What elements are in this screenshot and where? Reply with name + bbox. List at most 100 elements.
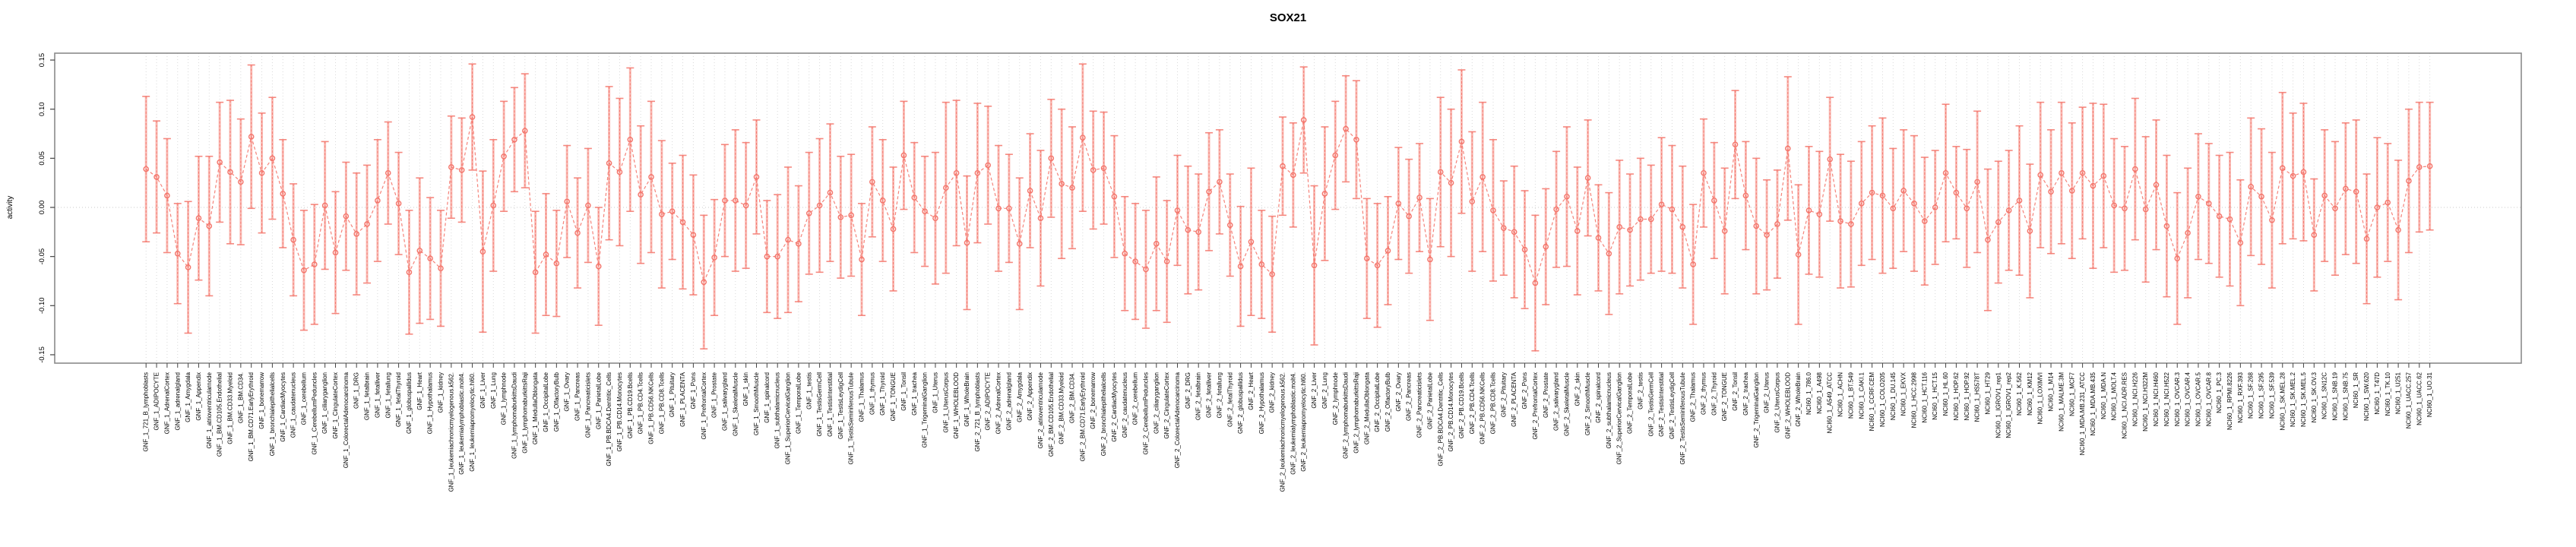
data-point bbox=[1385, 248, 1391, 254]
x-tick-label: GNF_2_salivarygland bbox=[1553, 372, 1560, 431]
data-point bbox=[553, 260, 560, 267]
data-point bbox=[616, 169, 623, 175]
x-tick-label: GNF_2_atrioventricularnode bbox=[1037, 372, 1044, 448]
x-tick-label: GNF_2_CingulateCortex bbox=[1163, 372, 1170, 439]
x-tick-label: GNF_1_Amygdala bbox=[185, 372, 191, 422]
data-point bbox=[1827, 156, 1833, 163]
x-tick-label: GNF_2_Pancreas bbox=[1406, 372, 1413, 421]
x-tick-label: GNF_1_bronchialepithelialcells bbox=[269, 372, 276, 456]
x-tick-label: GNF_1_TestisGermCell bbox=[816, 372, 823, 437]
x-tick-label: NCI60_1_NCI.H226 bbox=[2131, 372, 2138, 426]
data-point bbox=[922, 208, 928, 214]
data-point bbox=[669, 208, 676, 214]
data-point bbox=[1679, 224, 1686, 230]
x-tick-label: NCI60_1_OVCAR.4 bbox=[2185, 372, 2191, 426]
data-point bbox=[1732, 141, 1739, 148]
x-tick-label: GNF_1_PB.CD14.Monocytes bbox=[616, 372, 623, 452]
x-tick-label: GNF_1_Ovary bbox=[564, 372, 571, 412]
x-tick-label: GNF_2_lymphomaburkittsDaudi bbox=[1343, 372, 1350, 459]
data-point bbox=[2163, 223, 2170, 229]
data-point bbox=[679, 219, 686, 226]
x-tick-label: NCI60_1_MDA.N bbox=[2100, 372, 2107, 419]
data-point bbox=[364, 221, 370, 227]
x-tick-label: GNF_2_PB.CD19.Bcells bbox=[1458, 372, 1465, 438]
data-point bbox=[375, 198, 381, 204]
data-point bbox=[1280, 163, 1286, 169]
data-point bbox=[879, 198, 886, 204]
x-tick-label: GNF_1_subthalamicnucleus bbox=[774, 372, 781, 449]
x-tick-label: GNF_2_fetallung bbox=[1216, 372, 1223, 418]
data-point bbox=[1416, 194, 1422, 201]
x-tick-label: GNF_1_Heart bbox=[416, 372, 423, 410]
data-point bbox=[1584, 175, 1591, 182]
x-tick-label: NCI60_1_HS578T bbox=[1974, 372, 1981, 422]
data-point bbox=[1248, 239, 1255, 245]
x-tick-label: GNF_2_PLACENTA bbox=[1511, 372, 1517, 427]
x-tick-label: GNF_1_thymus bbox=[869, 372, 875, 415]
data-point bbox=[2416, 164, 2423, 170]
data-point bbox=[1006, 205, 1012, 212]
y-tick-label: -0.05 bbox=[38, 248, 46, 265]
x-tick-label: NCI60_1_RXF.393 bbox=[2237, 372, 2244, 422]
x-tick-label: GNF_1_ciliaryganglion bbox=[321, 372, 328, 434]
data-point bbox=[1332, 152, 1339, 159]
data-point bbox=[1037, 215, 1044, 222]
x-tick-label: GNF_1_lymphomaburkittsRaji bbox=[521, 372, 528, 454]
data-point bbox=[258, 169, 265, 176]
x-tick-label: NCI60_1_K.562 bbox=[2016, 372, 2023, 415]
x-tick-label: GNF_2_TrigeminalGanglion bbox=[1753, 372, 1760, 447]
x-tick-label: GNF_1_Appendix bbox=[195, 372, 202, 421]
x-tick-label: GNF_1_UterusCorpus bbox=[942, 372, 949, 433]
x-tick-label: GNF_1_TestisSeminiferousTubule bbox=[848, 372, 855, 464]
data-point bbox=[2016, 198, 2023, 204]
x-tick-label: GNF_2_globuspallidus bbox=[1237, 372, 1244, 434]
data-point bbox=[1111, 193, 1118, 200]
y-tick-label: -0.10 bbox=[38, 297, 46, 314]
x-tick-label: NCI60_1_OVCAR.8 bbox=[2205, 372, 2212, 426]
data-point bbox=[1395, 201, 1402, 207]
data-point bbox=[1501, 225, 1507, 231]
data-point bbox=[2226, 216, 2233, 223]
x-tick-label: GNF_1_PrefrontalCortex bbox=[701, 372, 707, 439]
data-point bbox=[2290, 172, 2296, 179]
data-point bbox=[2111, 202, 2117, 209]
data-point bbox=[1690, 261, 1696, 267]
x-tick-label: NCI60_1_IGROV1_rep1 bbox=[1995, 372, 2002, 438]
x-tick-label: NCI60_1_BT.549 bbox=[1847, 372, 1854, 418]
x-tick-label: GNF_2_Lung bbox=[1321, 372, 1328, 409]
data-point bbox=[1721, 228, 1728, 234]
data-point bbox=[248, 134, 255, 140]
x-tick-label: GNF_2_TemporalLobe bbox=[1627, 372, 1634, 433]
data-point bbox=[606, 160, 612, 166]
x-tick-label: GNF_1_fetalbrain bbox=[364, 372, 371, 420]
x-tick-label: GNF_2_subthalamicnucleus bbox=[1606, 372, 1612, 449]
data-point bbox=[1753, 223, 1760, 229]
data-point bbox=[174, 250, 181, 257]
x-tick-label: GNF_1_TrigeminalGanglion bbox=[922, 372, 929, 447]
data-point bbox=[1427, 256, 1433, 263]
x-tick-label: GNF_1_PB.CD8.Tcells bbox=[658, 372, 665, 434]
data-point bbox=[1122, 250, 1128, 257]
x-tick-label: GNF_2_AdrenalCortex bbox=[995, 372, 1002, 434]
x-tick-label: NCI60_1_M14 bbox=[2048, 372, 2055, 411]
data-point bbox=[2279, 165, 2286, 172]
x-tick-label: GNF_1_TONGUE bbox=[890, 372, 897, 421]
x-tick-label: GNF_2_Prostate bbox=[1543, 372, 1549, 418]
x-tick-label: NCI60_1_HCC.2998 bbox=[1911, 372, 1918, 428]
x-tick-label: GNF_1_721_B_lymphoblasts bbox=[143, 372, 150, 452]
x-tick-label: GNF_2_spinalcord bbox=[1595, 372, 1602, 423]
data-point bbox=[1154, 241, 1160, 247]
y-tick-label: -0.15 bbox=[38, 346, 46, 363]
data-point bbox=[1942, 169, 1949, 176]
x-tick-label: GNF_1_Thyroid bbox=[879, 372, 886, 416]
x-tick-label: GNF_1_Liver bbox=[479, 372, 486, 409]
data-point bbox=[427, 255, 433, 262]
x-tick-label: GNF_2_skin bbox=[1574, 372, 1581, 406]
data-point bbox=[805, 210, 812, 217]
data-point bbox=[974, 169, 981, 176]
x-tick-label: GNF_2_ciliaryganglion bbox=[1153, 372, 1160, 434]
x-tick-label: GNF_1_Prostate bbox=[711, 372, 718, 418]
data-point bbox=[2374, 204, 2381, 210]
data-point bbox=[595, 263, 602, 270]
data-point bbox=[2195, 193, 2201, 200]
